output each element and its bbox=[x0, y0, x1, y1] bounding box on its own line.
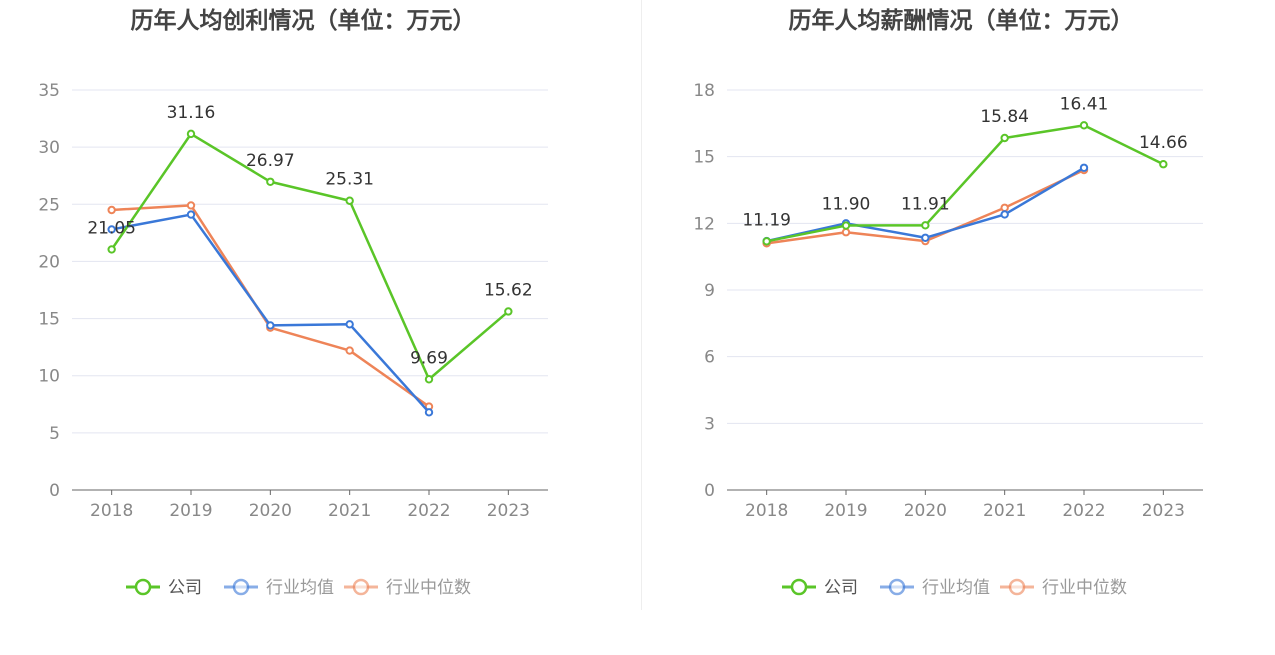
series-line-median bbox=[111, 204, 430, 408]
data-point-avg bbox=[266, 321, 275, 330]
legend-swatch-marker bbox=[1008, 578, 1026, 596]
series-line-company bbox=[110, 132, 510, 381]
data-point-company bbox=[107, 245, 116, 254]
data-point-company bbox=[424, 375, 434, 384]
data-point-company bbox=[841, 221, 851, 230]
x-tick-label: 2019 bbox=[169, 501, 212, 521]
data-label: 15.62 bbox=[484, 280, 533, 300]
legend-swatch-marker bbox=[888, 578, 906, 596]
data-point-median bbox=[345, 346, 354, 355]
data-point-median bbox=[186, 201, 196, 210]
legend-swatch-marker bbox=[790, 578, 808, 596]
y-tick-label: 18 bbox=[693, 81, 715, 101]
panel-divider bbox=[641, 0, 642, 610]
legend-item-company: 公司 bbox=[782, 578, 858, 598]
x-tick-label: 2018 bbox=[90, 501, 133, 521]
y-tick-label: 35 bbox=[38, 81, 60, 101]
legend-swatch-marker bbox=[352, 578, 370, 596]
data-point-median bbox=[107, 205, 116, 215]
series-line-avg bbox=[111, 213, 430, 414]
data-point-company bbox=[186, 129, 196, 139]
profit-per-capita-chart: 历年人均创利情况（单位：万元） 0 5 10 15 20 25 30 35 2018 2019 202… bbox=[38, 7, 548, 598]
series-line-company bbox=[766, 124, 1164, 243]
legend-label: 行业均值 bbox=[266, 578, 334, 598]
x-tick-label: 2019 bbox=[824, 501, 867, 521]
x-tick-label: 2022 bbox=[407, 501, 450, 521]
data-label: 31.16 bbox=[167, 103, 216, 123]
data-point-avg bbox=[345, 320, 354, 329]
y-tick-label: 0 bbox=[704, 481, 715, 501]
data-label: 11.90 bbox=[822, 195, 871, 215]
x-tick-label: 2021 bbox=[328, 501, 371, 521]
data-point-company bbox=[1000, 133, 1009, 143]
x-tick-label: 2018 bbox=[745, 501, 788, 521]
x-tick-label: 2020 bbox=[249, 501, 292, 521]
chart-title: 历年人均创利情况（单位：万元） bbox=[131, 7, 476, 34]
chart-title: 历年人均薪酬情况（单位：万元） bbox=[789, 7, 1134, 34]
y-tick-label: 3 bbox=[704, 414, 715, 434]
legend-label: 公司 bbox=[824, 578, 858, 598]
x-tick-label: 2021 bbox=[983, 501, 1026, 521]
data-label: 25.31 bbox=[325, 170, 374, 190]
data-point-company bbox=[762, 237, 771, 246]
data-point-median bbox=[1000, 203, 1009, 212]
data-point-company bbox=[1159, 160, 1168, 169]
legend-label: 行业均值 bbox=[922, 578, 990, 598]
data-point-avg bbox=[1079, 163, 1089, 172]
data-label: 11.91 bbox=[901, 194, 950, 214]
y-tick-label: 9 bbox=[704, 281, 715, 301]
y-tick-label: 25 bbox=[38, 195, 60, 215]
legend-swatch-marker bbox=[232, 578, 250, 596]
y-tick-label: 6 bbox=[704, 348, 715, 368]
data-point-avg bbox=[921, 233, 930, 242]
data-label: 15.84 bbox=[980, 107, 1029, 127]
data-label: 21.05 bbox=[87, 218, 136, 238]
data-label: 26.97 bbox=[246, 151, 295, 171]
legend-label: 行业中位数 bbox=[1042, 578, 1127, 598]
data-point-avg bbox=[107, 225, 116, 234]
data-point-company bbox=[345, 196, 354, 205]
legend-item-avg: 行业均值 bbox=[224, 578, 334, 598]
salary-per-capita-chart: 历年人均薪酬情况（单位：万元） 0 3 6 9 12 15 18 2018 2019 2020 202… bbox=[693, 7, 1203, 598]
y-tick-label: 15 bbox=[693, 148, 715, 168]
legend-item-median: 行业中位数 bbox=[344, 578, 471, 598]
y-tick-label: 20 bbox=[38, 252, 60, 272]
data-label: 11.19 bbox=[742, 210, 791, 230]
legend-swatch-marker bbox=[134, 578, 152, 596]
data-point-avg bbox=[424, 408, 434, 417]
y-tick-label: 12 bbox=[693, 214, 715, 234]
x-tick-label: 2022 bbox=[1062, 501, 1105, 521]
data-point-avg bbox=[1000, 210, 1009, 219]
data-point-avg bbox=[186, 210, 196, 219]
legend-item-avg: 行业均值 bbox=[880, 578, 990, 598]
legend-item-company: 公司 bbox=[126, 578, 202, 598]
data-point-company bbox=[266, 177, 275, 186]
legend-item-median: 行业中位数 bbox=[1000, 578, 1127, 598]
data-point-median bbox=[841, 228, 851, 237]
y-tick-label: 30 bbox=[38, 138, 60, 158]
y-tick-label: 15 bbox=[38, 310, 60, 330]
data-point-company bbox=[921, 221, 930, 230]
y-tick-label: 0 bbox=[49, 481, 60, 501]
y-tick-label: 10 bbox=[38, 367, 60, 387]
data-label: 14.66 bbox=[1139, 133, 1188, 153]
legend-label: 公司 bbox=[168, 578, 202, 598]
data-point-company bbox=[504, 307, 513, 316]
y-tick-label: 5 bbox=[49, 424, 60, 444]
data-point-company bbox=[1079, 121, 1089, 130]
x-tick-label: 2023 bbox=[1142, 501, 1185, 521]
data-label: 9.69 bbox=[410, 348, 448, 368]
data-label: 16.41 bbox=[1060, 94, 1109, 114]
legend-label: 行业中位数 bbox=[386, 578, 471, 598]
x-tick-label: 2020 bbox=[904, 501, 947, 521]
x-tick-label: 2023 bbox=[487, 501, 530, 521]
